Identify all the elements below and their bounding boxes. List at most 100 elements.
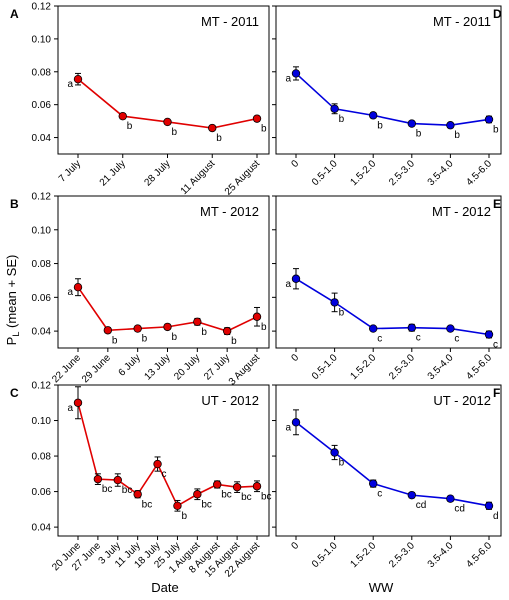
panel-e-sig-letter: c — [416, 333, 421, 344]
panel-f-series-line — [295, 421, 490, 507]
panel-c-sig-letter: bc — [221, 489, 232, 500]
panel-e-xtick-label: 0 — [289, 352, 301, 364]
panel-c-sig-letter: bc — [142, 499, 153, 510]
panel-f-sig-letter: c — [377, 489, 382, 500]
panel-c-letter: C — [10, 386, 19, 400]
panel-f-sig-letter: d — [493, 511, 499, 522]
panel-b-point — [163, 322, 172, 332]
panel-b-title: MT - 2012 — [200, 204, 259, 219]
panel-a-point — [118, 111, 127, 121]
panel-f-xtick-label: 4.5-6.0 — [464, 540, 494, 570]
panel-f-xtick-label: 1.5-2.0 — [349, 540, 379, 570]
panel-b-sig-letter: b — [201, 327, 207, 338]
panel-a: A MT - 2011 0.04 0.06 0.08 0.10 0.12 7 July 21 J… — [10, 2, 270, 198]
panel-f-frame — [275, 384, 502, 537]
panel-b-xtick-label: 29 June — [80, 352, 113, 385]
panel-a-xtick-label: 11 August — [179, 158, 218, 197]
y-axis-label: PL (mean + SE) — [4, 255, 21, 346]
panel-a-frame — [57, 5, 270, 155]
panel-f-point — [291, 418, 301, 427]
panel-c-ytick-label: 0.04 — [32, 523, 52, 534]
panel-c-point — [213, 480, 222, 489]
panel-c-point — [133, 490, 142, 499]
panel-c-point — [193, 490, 202, 499]
panel-b: B MT - 2012 0.04 0.06 0.08 0.10 0.12 22 June29 … — [10, 192, 270, 388]
panel-c-point — [232, 482, 242, 492]
panel-d-letter: D — [493, 7, 502, 21]
panel-d-point — [446, 121, 455, 130]
panel-f-point — [407, 490, 416, 500]
panel-d: DMT - 2011 0 0.5-1.0 1.5-2.0 2.5-3.0 3.5-4.0 4… — [272, 5, 502, 188]
panel-b-ytick-label: 0.06 — [32, 293, 52, 304]
panel-c-point — [113, 475, 122, 485]
panel-c-point — [252, 482, 262, 491]
panel-b-ytick-label: 0.08 — [32, 259, 52, 270]
panel-b-point — [103, 326, 113, 335]
panel-a-sig-letter: b — [216, 133, 222, 144]
panel-e-xtick-label: 0.5-1.0 — [310, 352, 340, 382]
panel-d-point — [330, 104, 339, 113]
panel-d-xtick-label: 4.5-6.0 — [464, 158, 494, 188]
panel-d-sig-letter: b — [339, 114, 345, 125]
panel-a-xtick-label: 7 July — [57, 158, 83, 184]
x-axis-label-right: WW — [369, 580, 394, 595]
panel-c-point — [73, 398, 83, 407]
panel-a-sig-letter: b — [127, 121, 133, 132]
panel-e-sig-letter: a — [285, 279, 291, 290]
panel-f-sig-letter: a — [285, 422, 291, 433]
panel-a-ytick-label: 0.08 — [32, 67, 52, 78]
panel-c-series-line — [77, 402, 258, 507]
panel-c-ytick-label: 0.12 — [32, 381, 52, 392]
panel-b-sig-letter: b — [112, 335, 118, 346]
panel-d-series-line — [295, 72, 490, 127]
panel-c-point — [153, 459, 162, 469]
panel-f-xtick-label: 0 — [289, 540, 301, 552]
panel-a-ytick-label: 0.12 — [32, 2, 52, 13]
panel-d-sig-letter: b — [454, 130, 460, 141]
panel-c-ytick-label: 0.10 — [32, 416, 52, 427]
panel-b-ytick-label: 0.10 — [32, 225, 52, 236]
panel-f-title: UT - 2012 — [433, 393, 491, 408]
panel-e: EMT - 2012 0 0.5-1.0 1.5-2.0 2.5-3.0 3.5-4.0 4… — [272, 195, 502, 382]
panel-f-sig-letter: b — [339, 458, 345, 469]
panel-c-sig-letter: bc — [261, 491, 272, 502]
panel-f-letter: F — [493, 386, 500, 400]
panel-a-letter: A — [10, 7, 19, 21]
panel-a-ytick-label: 0.06 — [32, 100, 52, 111]
panel-e-point — [446, 324, 455, 333]
panel-d-title: MT - 2011 — [433, 14, 491, 29]
panel-f-xtick-label: 0.5-1.0 — [310, 540, 340, 570]
panel-d-point — [407, 119, 416, 128]
panel-e-sig-letter: c — [493, 339, 498, 350]
panel-f-point — [369, 479, 378, 488]
panel-c-sig-letter: bc — [102, 484, 113, 495]
panel-a-point — [208, 123, 217, 133]
panel-c-sig-letter: b — [181, 511, 187, 522]
panel-f-xtick-label: 3.5-4.0 — [426, 540, 456, 570]
panel-c-sig-letter: bc — [241, 492, 252, 503]
panel-e-point — [484, 330, 494, 339]
panel-e-point — [407, 323, 416, 332]
panel-b-ytick-label: 0.04 — [32, 327, 52, 338]
panel-d-sig-letter: b — [493, 124, 499, 135]
panel-a-ytick-label: 0.04 — [32, 133, 52, 144]
panel-d-xtick-label: 0 — [289, 158, 301, 170]
panel-f: FUT - 2012 0 0.5-1.0 1.5-2.0 2.5-3.0 3.5-4.0 4… — [272, 384, 502, 570]
panel-b-point — [193, 317, 202, 327]
panel-b-sig-letter: b — [261, 322, 267, 333]
panel-e-sig-letter: b — [339, 307, 345, 318]
panel-a-xtick-label: 25 August — [223, 158, 262, 197]
panel-e-point — [330, 298, 339, 307]
panels: A MT - 2011 0.04 0.06 0.08 0.10 0.12 7 July 21 J… — [10, 2, 502, 580]
panel-b-point — [133, 324, 142, 333]
panel-c-sig-letter: a — [67, 403, 73, 414]
panel-b-point — [222, 326, 232, 336]
panel-d-xtick-label: 0.5-1.0 — [310, 158, 340, 188]
panel-b-sig-letter: b — [231, 336, 237, 347]
panel-d-sig-letter: b — [416, 129, 422, 140]
y-axis-label-sub: L — [11, 332, 21, 337]
panel-d-point — [291, 69, 301, 78]
panel-b-xtick-label: 20 July — [172, 352, 202, 382]
panel-f-point — [446, 494, 455, 503]
panel-a-point — [73, 74, 83, 84]
